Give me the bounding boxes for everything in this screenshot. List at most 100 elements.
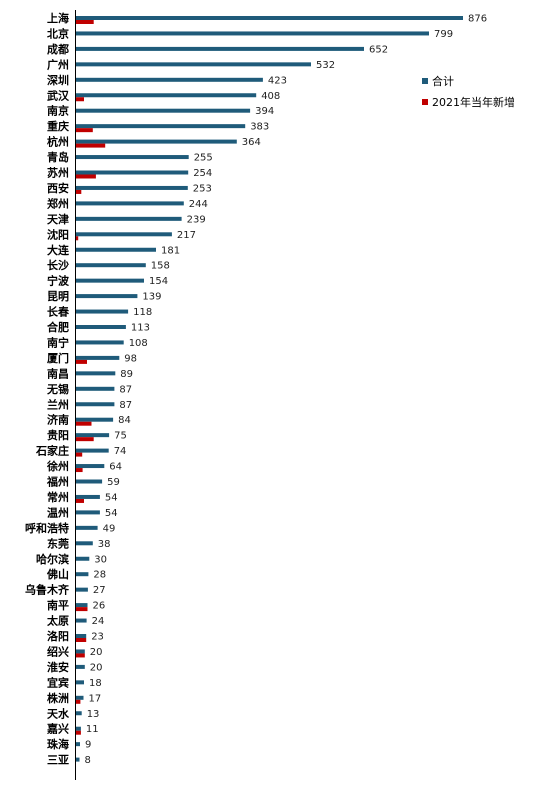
category-label: 南京	[47, 104, 69, 118]
value-label: 59	[107, 477, 120, 488]
bar-total	[76, 757, 80, 762]
category-label: 福州	[46, 475, 69, 489]
bar-total	[76, 634, 87, 638]
bar-total	[76, 62, 311, 67]
value-label: 181	[161, 245, 180, 256]
value-label: 84	[118, 415, 131, 426]
category-label: 沈阳	[47, 227, 69, 241]
category-label: 呼和浩特	[25, 521, 69, 535]
bar-total	[76, 340, 124, 345]
value-label: 113	[131, 323, 150, 334]
legend-label-total: 合计	[432, 74, 454, 88]
bar-total	[76, 185, 188, 190]
value-label: 244	[189, 199, 208, 210]
bar-total	[76, 464, 105, 469]
value-label: 239	[187, 214, 206, 225]
value-label: 255	[194, 153, 213, 164]
value-label: 254	[193, 168, 212, 179]
category-label: 北京	[47, 26, 69, 40]
value-label: 38	[98, 539, 111, 550]
category-label: 西安	[47, 181, 69, 195]
bar-total	[76, 742, 80, 747]
bar-total	[76, 726, 81, 731]
bar-new-2021	[76, 189, 82, 194]
category-label: 南宁	[47, 335, 69, 349]
bar-total	[76, 124, 246, 129]
bar-new-2021	[76, 20, 94, 24]
bar-total	[76, 77, 263, 82]
bar-total	[76, 108, 251, 113]
value-label: 118	[133, 307, 152, 318]
value-label: 408	[261, 91, 280, 102]
category-label: 武汉	[47, 88, 70, 102]
value-label: 652	[369, 44, 388, 55]
category-label: 杭州	[47, 135, 69, 149]
category-label: 常州	[47, 490, 69, 504]
value-label: 876	[468, 14, 487, 25]
value-label: 108	[129, 338, 148, 349]
bar-total	[76, 525, 98, 530]
category-label: 绍兴	[47, 644, 69, 658]
bar-total	[76, 170, 189, 175]
value-label: 423	[268, 75, 287, 86]
value-label: 139	[142, 292, 161, 303]
category-label: 温州	[47, 505, 69, 519]
category-label: 苏州	[47, 166, 69, 180]
value-label: 158	[151, 261, 170, 272]
bar-new-2021	[76, 607, 88, 612]
bar-total	[76, 371, 116, 376]
value-label: 30	[94, 554, 107, 565]
bar-new-2021	[76, 699, 81, 704]
category-label: 上海	[47, 11, 69, 25]
category-label: 厦门	[47, 351, 69, 365]
bar-total	[76, 247, 156, 252]
category-label: 大连	[47, 243, 70, 257]
bar-total	[76, 417, 114, 422]
bar-total	[76, 695, 84, 700]
value-label: 8	[85, 755, 91, 766]
bar-new-2021	[76, 468, 83, 473]
bar-total	[76, 294, 138, 299]
bar-total	[76, 680, 84, 685]
legend-label-new-2021: 2021年当年新增	[432, 95, 515, 109]
bar-total	[76, 664, 85, 669]
bar-total	[76, 618, 87, 623]
category-label: 合肥	[47, 320, 69, 334]
legend-swatch-total	[422, 78, 428, 84]
value-label: 98	[124, 353, 137, 364]
bar-new-2021	[76, 236, 79, 241]
category-label: 成都	[47, 42, 69, 56]
category-label: 珠海	[47, 737, 69, 751]
value-label: 89	[120, 369, 133, 380]
category-label: 长春	[47, 305, 70, 319]
bar-total	[76, 16, 463, 20]
bar-total	[76, 201, 184, 206]
category-label: 郑州	[47, 196, 69, 210]
category-label: 洛阳	[47, 629, 69, 643]
category-label: 兰州	[47, 397, 69, 411]
bar-total	[76, 93, 257, 98]
category-label: 重庆	[47, 119, 69, 133]
bar-new-2021	[76, 730, 81, 735]
bar-new-2021	[76, 498, 84, 503]
bar-new-2021	[76, 97, 84, 102]
bar-total	[76, 325, 126, 329]
bar-total	[76, 541, 93, 546]
value-label: 27	[93, 585, 106, 596]
value-label: 26	[93, 601, 106, 612]
category-label: 乌鲁木齐	[25, 583, 70, 597]
value-label: 74	[114, 446, 127, 457]
value-label: 49	[103, 523, 116, 534]
bar-total	[76, 278, 144, 283]
value-label: 253	[193, 183, 212, 194]
bar-new-2021	[76, 128, 93, 133]
bar-total	[76, 139, 237, 144]
value-label: 9	[85, 740, 91, 751]
value-label: 394	[255, 106, 274, 117]
bar-total	[76, 603, 88, 608]
value-label: 154	[149, 276, 168, 287]
value-label: 18	[89, 678, 102, 689]
category-label: 无锡	[46, 382, 69, 396]
value-label: 20	[90, 662, 103, 673]
bar-total	[76, 309, 129, 314]
